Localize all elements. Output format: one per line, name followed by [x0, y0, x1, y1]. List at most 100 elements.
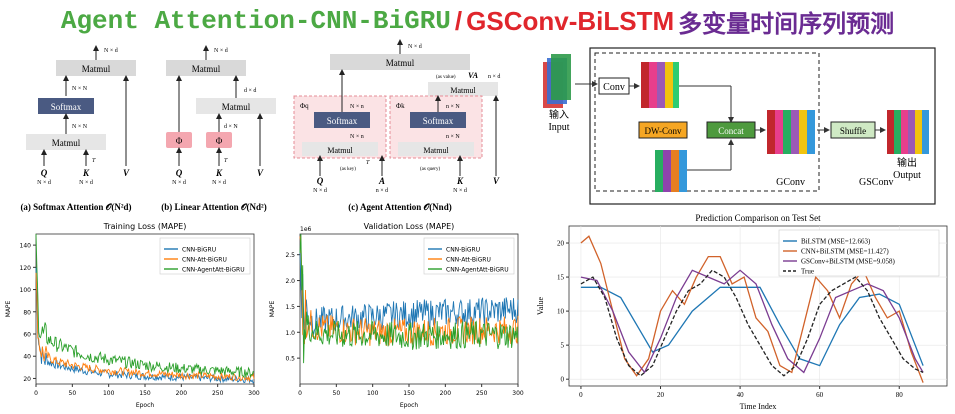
agent-attention: N × d Matmul (as value) VA n × d Matmul … — [293, 39, 500, 212]
x-tick-label: 150 — [139, 390, 151, 397]
y-axis-label: MAPE — [5, 300, 12, 317]
dwconv-box — [638, 121, 688, 139]
x-tick-label: 200 — [440, 390, 452, 397]
softmax-right — [410, 112, 466, 128]
y-tick-label: 1.0 — [285, 330, 295, 337]
phi-label-q: Φ — [176, 136, 183, 146]
dim-phi: d × N — [224, 124, 238, 130]
matmul-top — [166, 60, 246, 76]
dim-va: n × d — [488, 74, 500, 80]
x-axis-label: Epoch — [136, 402, 155, 409]
gsconv-border — [589, 47, 936, 205]
q-label: Q — [176, 168, 183, 178]
softmax-left-label: Softmax — [327, 116, 358, 126]
y-tick-label: 120 — [20, 265, 32, 272]
legend-box — [423, 237, 515, 275]
phi-q: Φq — [300, 102, 309, 110]
q-dim: N × d — [37, 180, 51, 186]
as-query: (as query) — [420, 167, 440, 172]
dim-low: N × N — [72, 124, 88, 130]
k-dim: N × d — [212, 180, 226, 186]
x-tick-label: 80 — [896, 391, 904, 399]
y-tick-label: 1.5 — [285, 304, 295, 311]
matmul-mid-label: Matmul — [222, 102, 251, 112]
shuffle-label: Shuffle — [840, 126, 866, 136]
k-label: K — [215, 168, 223, 178]
va-label: VA — [468, 71, 479, 80]
conv-output-tensor — [641, 62, 679, 108]
validation-loss-chart: Validation Loss (MAPE) 0 50 100 150 200 250 300… — [269, 222, 524, 409]
title-part2: GSConv-BiLSTM — [466, 5, 675, 36]
dwconv-label: DW-Conv — [645, 126, 682, 136]
a-dim: n × d — [376, 188, 388, 194]
matmul-bottom-label: Matmul — [52, 138, 81, 148]
dim-mid: d × d — [244, 88, 256, 94]
matmul-top-label: Matmul — [192, 64, 221, 74]
phi-k: Φk — [396, 102, 405, 110]
legend-box — [778, 229, 940, 277]
x-axis-label: Epoch — [400, 402, 419, 409]
k-dim: N × d — [79, 180, 93, 186]
matmul-right-label: Matmul — [423, 146, 449, 155]
x-axis-label: Time Index — [740, 402, 777, 411]
a-label: A — [378, 176, 385, 186]
as-value: (as value) — [436, 75, 456, 80]
y-tick-label: 60 — [23, 332, 31, 339]
k-label: K — [82, 168, 90, 178]
t-mark: T — [224, 158, 228, 164]
title-slash: / — [454, 5, 463, 36]
phi-box-q — [166, 132, 192, 148]
t-mark: T — [92, 158, 96, 164]
legend-box — [159, 237, 251, 275]
q-dim: N × d — [172, 180, 186, 186]
caption-c: (c) Agent Attention 𝒪(Nnd) — [348, 202, 451, 212]
series-line-2 — [580, 269, 924, 374]
input-tensor — [543, 54, 571, 108]
matmul-top — [56, 60, 136, 76]
series-line-0 — [580, 286, 924, 367]
legend-label: BiLSTM (MSE=12.663) — [801, 238, 871, 246]
output-label-en: Output — [893, 170, 921, 181]
output-label-cn: 输出 — [897, 156, 917, 169]
dim-nn3: n × N — [446, 104, 460, 110]
y-tick-label: 2.5 — [285, 252, 295, 259]
x-tick-label: 0 — [579, 391, 583, 399]
v-label: V — [257, 168, 264, 178]
x-tick-label: 250 — [476, 390, 488, 397]
gconv-label: GConv — [776, 177, 805, 188]
scale-label: 1e6 — [300, 226, 312, 233]
softmax-box — [38, 98, 94, 114]
softmax-right-label: Softmax — [423, 116, 454, 126]
series-line-2 — [35, 233, 255, 379]
matmul-left — [302, 142, 378, 156]
attention-diagram: N × d Matmul N × N Softmax N × N Matmul … — [20, 39, 500, 212]
series-line-3 — [580, 269, 924, 377]
caption-a: (a) Softmax Attention 𝒪(N²d) — [20, 202, 131, 212]
legend-label: CNN-Att-BiGRU — [446, 257, 491, 264]
legend-label: GSConv+BiLSTM (MSE=9.058) — [801, 258, 896, 266]
x-tick-label: 50 — [333, 390, 341, 397]
dim-top: N × d — [104, 48, 118, 54]
dim-nn2: N × n — [350, 134, 364, 140]
x-tick-label: 20 — [657, 391, 665, 399]
conv-label: Conv — [603, 82, 625, 93]
k-dim: N × d — [453, 188, 467, 194]
matmul-right — [398, 142, 474, 156]
dim-top: N × d — [214, 48, 228, 54]
y-axis-label: MAPE — [269, 300, 276, 317]
page-title: Agent Attention-CNN-BiGRU / GSConv-BiLST… — [0, 0, 955, 42]
v-label: V — [493, 176, 500, 186]
x-tick-label: 300 — [512, 390, 524, 397]
x-tick-label: 100 — [103, 390, 115, 397]
y-tick-label: 140 — [20, 243, 32, 250]
y-axis-label: Value — [536, 296, 545, 315]
x-tick-label: 250 — [212, 390, 224, 397]
matmul-top-label: Matmul — [82, 64, 111, 74]
gsconv-label: GSConv — [859, 177, 893, 188]
legend: CNN-BiGRU CNN-Att-BiGRU CNN-AgentAtt-BiGRU — [159, 237, 251, 275]
dim-nn4: n × N — [446, 134, 460, 140]
dim-nn1: N × n — [350, 104, 364, 110]
y-tick-label: 20 — [23, 376, 31, 383]
y-tick-label: 5 — [561, 342, 565, 350]
y-tick-label: 80 — [23, 309, 31, 316]
